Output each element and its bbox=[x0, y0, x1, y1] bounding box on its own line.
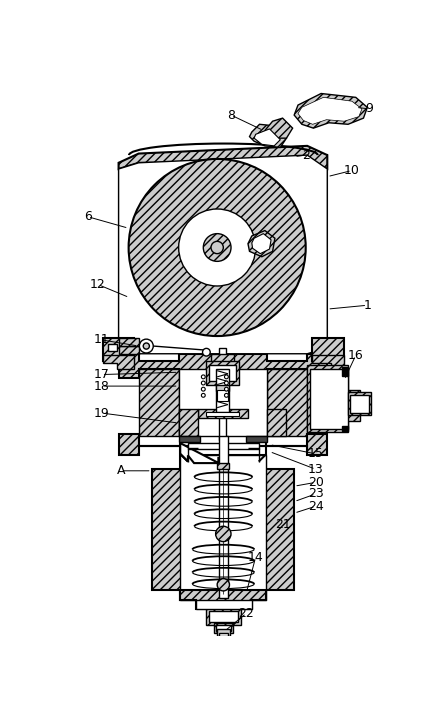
Polygon shape bbox=[311, 355, 343, 369]
Text: 6: 6 bbox=[84, 210, 92, 223]
Bar bbox=[215, 369, 229, 412]
Polygon shape bbox=[118, 146, 326, 169]
Bar bbox=[197, 409, 247, 418]
Bar bbox=[217, 390, 227, 402]
Polygon shape bbox=[253, 129, 279, 146]
Bar bbox=[216, 625, 230, 631]
Polygon shape bbox=[180, 443, 218, 463]
Bar bbox=[309, 369, 347, 429]
Polygon shape bbox=[306, 155, 326, 354]
Bar bbox=[206, 608, 240, 625]
Text: 11: 11 bbox=[94, 333, 109, 346]
Bar bbox=[178, 436, 200, 443]
Bar bbox=[341, 367, 347, 376]
Bar bbox=[210, 354, 233, 369]
Text: 22: 22 bbox=[238, 607, 254, 620]
Text: 24: 24 bbox=[307, 500, 323, 513]
Bar bbox=[218, 347, 226, 440]
Polygon shape bbox=[251, 234, 270, 254]
Circle shape bbox=[224, 381, 228, 385]
Bar bbox=[209, 611, 237, 622]
Bar bbox=[187, 443, 258, 449]
Text: 17: 17 bbox=[93, 368, 109, 381]
Text: 14: 14 bbox=[247, 551, 263, 563]
Circle shape bbox=[217, 578, 229, 591]
Bar bbox=[341, 426, 347, 430]
Circle shape bbox=[202, 348, 210, 356]
Text: 10: 10 bbox=[343, 164, 359, 177]
Bar bbox=[219, 633, 227, 636]
Bar bbox=[195, 600, 251, 609]
Bar bbox=[215, 385, 229, 390]
Polygon shape bbox=[264, 118, 292, 138]
Bar bbox=[218, 467, 227, 598]
Polygon shape bbox=[297, 97, 361, 124]
Polygon shape bbox=[266, 369, 306, 436]
Bar bbox=[217, 463, 229, 469]
Polygon shape bbox=[293, 94, 366, 128]
Circle shape bbox=[215, 526, 230, 542]
Text: 2: 2 bbox=[301, 149, 309, 162]
Polygon shape bbox=[118, 354, 326, 378]
Circle shape bbox=[201, 375, 205, 379]
Bar bbox=[118, 346, 138, 354]
Circle shape bbox=[201, 381, 205, 385]
Bar bbox=[349, 395, 368, 413]
Text: 12: 12 bbox=[90, 278, 105, 291]
Text: A: A bbox=[116, 464, 125, 478]
Bar bbox=[206, 362, 238, 385]
Text: 13: 13 bbox=[307, 463, 323, 475]
Polygon shape bbox=[138, 369, 178, 436]
Text: 16: 16 bbox=[347, 349, 363, 362]
Text: 1: 1 bbox=[362, 299, 370, 312]
Polygon shape bbox=[103, 355, 134, 369]
Bar bbox=[108, 344, 117, 352]
Circle shape bbox=[178, 209, 255, 286]
Circle shape bbox=[203, 234, 230, 262]
Bar bbox=[178, 409, 197, 436]
Text: 20: 20 bbox=[307, 476, 323, 489]
Circle shape bbox=[224, 375, 228, 379]
Circle shape bbox=[201, 388, 205, 391]
Bar bbox=[206, 412, 238, 416]
Circle shape bbox=[224, 393, 228, 398]
Polygon shape bbox=[311, 338, 343, 362]
Bar bbox=[266, 409, 286, 436]
Text: 19: 19 bbox=[94, 407, 109, 420]
Bar bbox=[178, 369, 266, 436]
Polygon shape bbox=[151, 455, 293, 600]
Bar bbox=[218, 436, 227, 467]
Circle shape bbox=[139, 339, 153, 353]
Bar bbox=[118, 338, 138, 346]
Polygon shape bbox=[118, 155, 326, 354]
Polygon shape bbox=[247, 230, 274, 257]
Text: 21: 21 bbox=[274, 518, 290, 531]
Bar bbox=[217, 629, 230, 636]
Circle shape bbox=[143, 343, 149, 349]
Polygon shape bbox=[118, 434, 326, 455]
Bar bbox=[245, 436, 266, 443]
Polygon shape bbox=[249, 124, 286, 147]
Bar bbox=[347, 393, 370, 415]
Polygon shape bbox=[103, 338, 134, 362]
Bar bbox=[209, 365, 235, 382]
Text: 23: 23 bbox=[307, 488, 323, 500]
Text: 15: 15 bbox=[307, 448, 323, 460]
Circle shape bbox=[201, 393, 205, 398]
Circle shape bbox=[224, 388, 228, 391]
Text: 9: 9 bbox=[365, 102, 373, 115]
Circle shape bbox=[210, 242, 223, 254]
Polygon shape bbox=[306, 365, 359, 433]
Circle shape bbox=[128, 159, 305, 336]
Polygon shape bbox=[180, 590, 266, 609]
Bar bbox=[214, 623, 233, 633]
Polygon shape bbox=[118, 163, 138, 354]
Text: 8: 8 bbox=[227, 109, 234, 122]
Text: 18: 18 bbox=[93, 380, 109, 393]
Bar bbox=[180, 455, 266, 600]
